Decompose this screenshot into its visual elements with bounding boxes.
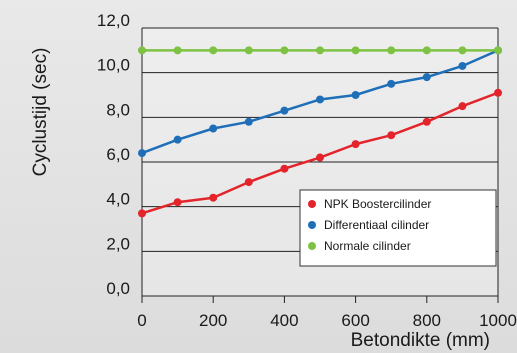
x-tick-label: 0 <box>137 311 146 330</box>
data-point <box>280 46 289 55</box>
data-point <box>209 124 218 133</box>
data-point <box>387 79 396 88</box>
data-point <box>209 193 218 202</box>
data-point <box>173 46 182 55</box>
data-point <box>351 91 360 99</box>
legend-label: NPK Boostercilinder <box>324 197 431 211</box>
y-tick-label: 0,0 <box>106 279 130 298</box>
data-point <box>387 131 396 140</box>
x-tick-label: 800 <box>413 311 441 330</box>
data-point <box>280 106 289 115</box>
data-point <box>244 178 253 187</box>
legend-swatch <box>308 221 316 229</box>
data-point <box>422 117 431 126</box>
data-point <box>458 61 467 70</box>
data-point <box>316 95 324 104</box>
y-tick-label: 10,0 <box>97 56 130 75</box>
data-point <box>280 164 289 173</box>
legend-swatch <box>308 242 316 250</box>
y-tick-label: 12,0 <box>97 11 130 30</box>
data-point <box>244 46 253 55</box>
legend-label: Normale cilinder <box>324 239 411 253</box>
data-point <box>458 102 467 111</box>
y-tick-label: 2,0 <box>106 234 130 253</box>
data-point <box>422 73 431 82</box>
x-tick-label: 400 <box>270 311 298 330</box>
legend-label: Differentiaal cilinder <box>324 218 429 232</box>
data-point <box>494 88 502 97</box>
series-group <box>138 88 502 218</box>
x-tick-label: 200 <box>199 311 227 330</box>
y-tick-label: 6,0 <box>106 145 130 164</box>
y-tick-label: 4,0 <box>106 190 130 209</box>
legend-box <box>299 189 497 267</box>
tick-labels: 0,0 2,0 4,0 6,0 8,0 10,0 12,0 0 200 400 600 800 1000 <box>97 11 517 330</box>
y-axis-title: Cyclustijd (sec) <box>30 48 51 177</box>
legend-swatch <box>308 200 316 208</box>
data-point <box>209 46 218 55</box>
data-point <box>138 149 146 158</box>
x-axis-title: Betondikte (mm) <box>351 330 490 351</box>
x-tick-label: 600 <box>341 311 369 330</box>
series-group <box>138 46 502 55</box>
y-tick-label: 8,0 <box>106 100 130 119</box>
axes <box>141 28 499 303</box>
x-tick-label: 1000 <box>479 311 517 330</box>
legend: NPK Boostercilinder Differentiaal cilinde… <box>299 189 497 267</box>
data-point <box>173 198 182 207</box>
data-point <box>351 140 360 149</box>
data-point <box>173 135 182 144</box>
data-point <box>494 46 502 55</box>
data-point <box>244 117 253 126</box>
data-point <box>138 46 146 55</box>
data-point <box>316 46 324 55</box>
series-layer <box>138 46 502 218</box>
data-point <box>351 46 360 55</box>
data-point <box>138 209 146 218</box>
data-point <box>422 46 431 55</box>
data-point <box>458 46 467 55</box>
data-point <box>387 46 396 55</box>
data-point <box>316 153 324 162</box>
